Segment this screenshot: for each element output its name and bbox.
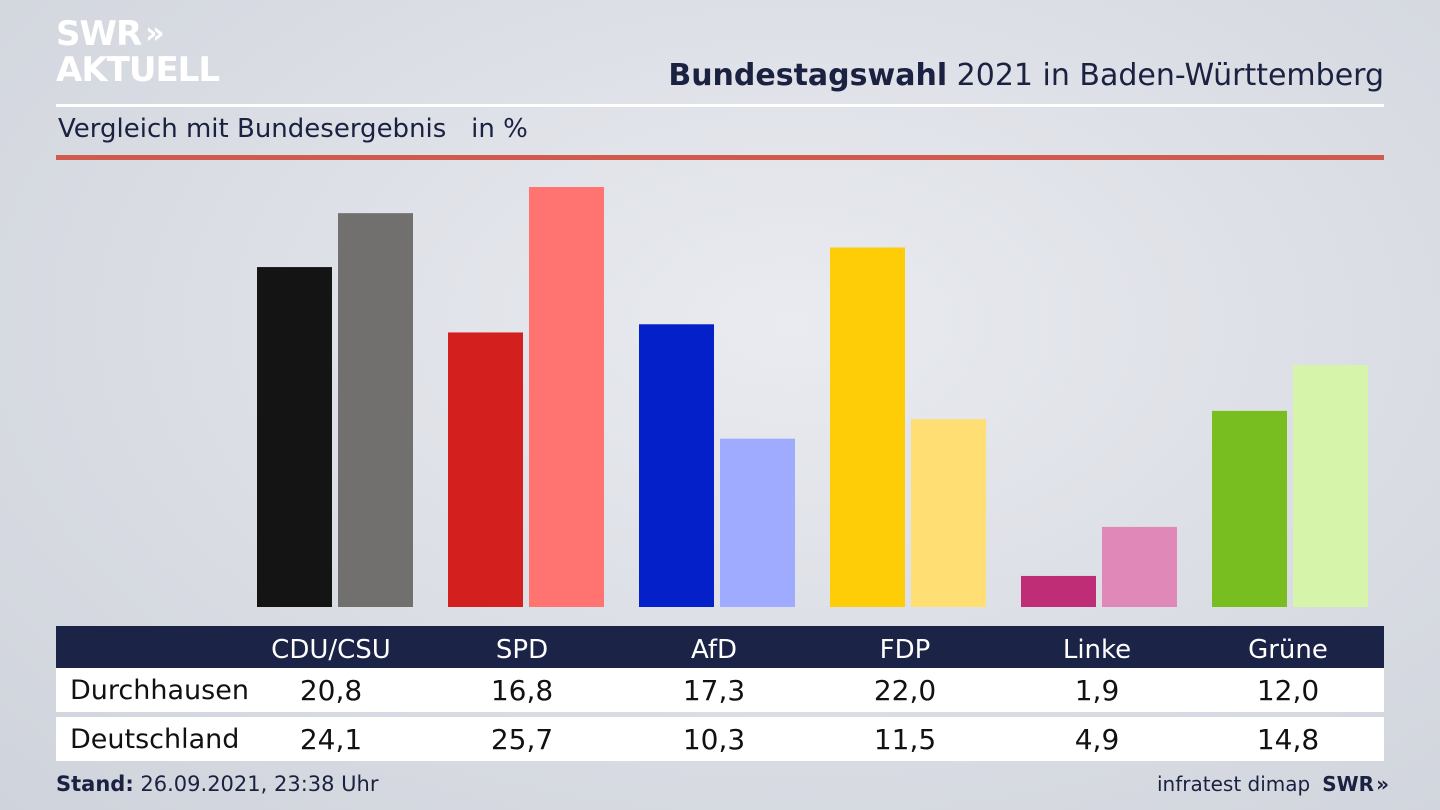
bar-fdp-durchhausen: [830, 247, 905, 607]
timestamp: Stand: 26.09.2021, 23:38 Uhr: [56, 772, 379, 796]
column-header: AfD: [690, 635, 738, 665]
table-cell: 22,0: [873, 673, 937, 707]
column-header: CDU/CSU: [271, 635, 391, 665]
bar-afd-deutschland: [720, 438, 795, 607]
title-divider: [56, 104, 1384, 107]
table-cell: 16,8: [490, 673, 554, 707]
table-cell: 12,0: [1256, 673, 1320, 707]
table-cell: 14,8: [1256, 722, 1320, 756]
bar-gr-ne-durchhausen: [1212, 410, 1287, 607]
column-header: Grüne: [1248, 635, 1328, 665]
title-bold: Bundestagswahl: [668, 58, 948, 93]
bar-cdu-csu-durchhausen: [257, 267, 332, 607]
source-credit: infratest dimap SWR »: [1157, 772, 1389, 796]
logo-swr-text: SWR: [56, 14, 142, 54]
column-header: Linke: [1062, 635, 1132, 665]
bar-chart: [257, 187, 1368, 607]
bar-afd-durchhausen: [639, 324, 714, 607]
table-header-row: CDU/CSU SPD AfD FDP Linke Grüne: [56, 626, 1384, 668]
title-rest: 2021 in Baden-Württemberg: [947, 58, 1384, 93]
logo-aktuell-text: AKTUELL: [56, 50, 220, 90]
table-cell: 24,1: [299, 722, 363, 756]
subtitle-divider: [56, 155, 1384, 160]
table-cell: 1,9: [1074, 673, 1120, 707]
table-cell: 11,5: [873, 722, 937, 756]
table-cell: 17,3: [682, 673, 746, 707]
results-table: CDU/CSU SPD AfD FDP Linke Grüne Durchhausen 2…: [56, 626, 1384, 761]
chart-subtitle: Vergleich mit Bundesergebnis in %: [58, 114, 528, 144]
swr-aktuell-logo: SWR» AKTUELL: [56, 14, 220, 90]
table-cell: 20,8: [299, 673, 363, 707]
bar-linke-deutschland: [1102, 526, 1177, 607]
bar-gr-ne-deutschland: [1293, 365, 1368, 607]
column-header: SPD: [495, 635, 549, 665]
stand-label: Stand:: [56, 772, 134, 796]
bar-linke-durchhausen: [1021, 575, 1096, 607]
swr-arrows-icon: »: [1376, 772, 1389, 796]
bar-spd-durchhausen: [448, 332, 523, 607]
table-row-durchhausen: Durchhausen 20,8 16,8 17,3 22,0 1,9 12,0: [56, 668, 1384, 712]
table-row-deutschland: Deutschland 24,1 25,7 10,3 11,5 4,9 14,8: [56, 717, 1384, 761]
page-title: Bundestagswahl 2021 in Baden-Württemberg: [668, 58, 1384, 93]
table-cell: 10,3: [682, 722, 746, 756]
table-cell: 4,9: [1074, 722, 1120, 756]
row-label: Durchhausen: [70, 674, 249, 706]
swr-brand: SWR: [1322, 772, 1375, 796]
bar-spd-deutschland: [529, 187, 604, 607]
stand-value: 26.09.2021, 23:38 Uhr: [133, 772, 379, 796]
table-cell: 25,7: [490, 722, 554, 756]
column-header: FDP: [879, 635, 931, 665]
row-label: Deutschland: [70, 723, 240, 755]
source-text: infratest dimap: [1157, 772, 1311, 796]
bar-cdu-csu-deutschland: [338, 213, 413, 607]
bar-fdp-deutschland: [911, 419, 986, 607]
